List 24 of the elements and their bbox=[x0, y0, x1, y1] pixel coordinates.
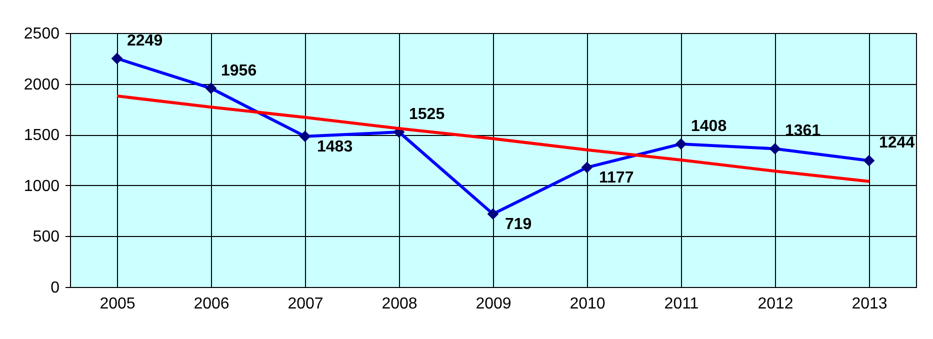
x-tick-label: 2008 bbox=[382, 296, 418, 312]
data-label: 1483 bbox=[317, 138, 353, 156]
x-tick-label: 2006 bbox=[194, 296, 230, 312]
data-label: 1244 bbox=[879, 134, 915, 152]
x-tick-label: 2010 bbox=[570, 296, 606, 312]
x-tick-label: 2007 bbox=[288, 296, 324, 312]
data-label: 1408 bbox=[691, 118, 727, 135]
data-label: 719 bbox=[505, 216, 532, 233]
x-tick-label: 2009 bbox=[476, 296, 512, 312]
y-tick-label: 1500 bbox=[24, 127, 60, 144]
y-tick-label: 0 bbox=[50, 280, 60, 296]
y-tick-label: 500 bbox=[32, 228, 60, 246]
x-tick-label: 2005 bbox=[100, 296, 136, 312]
y-tick-label: 2000 bbox=[24, 76, 60, 94]
data-label: 1177 bbox=[599, 169, 634, 186]
data-label: 2249 bbox=[127, 32, 163, 50]
line-series bbox=[116, 94, 870, 183]
x-tick-label: 2013 bbox=[852, 296, 888, 312]
data-label: 1525 bbox=[409, 106, 445, 124]
x-tick-label: 2011 bbox=[664, 296, 699, 312]
x-tick-label: 2012 bbox=[758, 296, 794, 312]
y-tick-label: 1000 bbox=[24, 178, 60, 195]
y-tick-label: 2500 bbox=[24, 26, 60, 42]
data-label: 1956 bbox=[221, 62, 257, 80]
